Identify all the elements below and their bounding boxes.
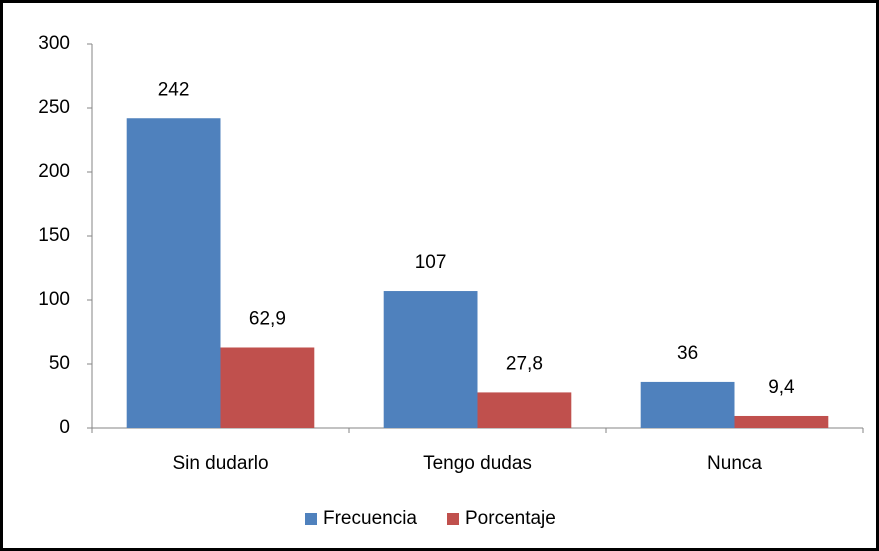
- bar: [126, 118, 221, 429]
- y-tick-label: 100: [38, 289, 70, 310]
- legend-label: Frecuencia: [323, 508, 417, 529]
- legend-swatch: [447, 513, 459, 525]
- x-tick-label: Nunca: [707, 453, 762, 474]
- value-label: 9,4: [768, 377, 795, 398]
- bar: [220, 347, 315, 428]
- legend-label: Porcentaje: [465, 508, 556, 529]
- y-tick-label: 250: [38, 97, 70, 118]
- legend-swatch: [305, 513, 317, 525]
- y-tick-label: 0: [59, 417, 70, 438]
- value-label: 242: [158, 79, 190, 100]
- bar: [477, 392, 572, 428]
- value-label: 62,9: [249, 309, 286, 330]
- y-tick-label: 200: [38, 161, 70, 182]
- x-tick-label: Sin dudarlo: [172, 453, 268, 474]
- bar: [640, 381, 735, 428]
- y-tick-label: 50: [49, 353, 70, 374]
- value-label: 36: [677, 343, 698, 364]
- bar: [734, 415, 829, 428]
- bar: [383, 291, 478, 428]
- y-tick-label: 300: [38, 33, 70, 54]
- value-label: 27,8: [506, 353, 543, 374]
- value-label: 107: [415, 252, 447, 273]
- y-tick-label: 150: [38, 225, 70, 246]
- x-tick-label: Tengo dudas: [423, 453, 532, 474]
